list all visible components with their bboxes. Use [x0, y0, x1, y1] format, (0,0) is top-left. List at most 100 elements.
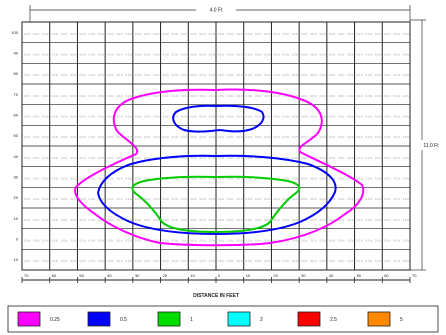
cell-value: 0.0 fc: [190, 94, 197, 98]
cell-value: 0.0 fc: [126, 218, 133, 222]
cell-value: 0.0 fc: [292, 218, 299, 222]
cell-value: 0.0 fc: [107, 197, 114, 201]
cell-value: 0.0 fc: [42, 52, 49, 56]
cell-value: 0.0 fc: [283, 52, 290, 56]
cell-value: 0.0 fc: [52, 114, 59, 118]
cell-value: 0.0 fc: [218, 156, 225, 160]
cell-value: 0.0 fc: [172, 259, 179, 263]
cell-value: 0.0 fc: [89, 156, 96, 160]
cell-value: 0.0 fc: [218, 259, 225, 263]
cell-value: 0.0 fc: [292, 52, 299, 56]
cell-value: 0.0 fc: [375, 94, 382, 98]
cell-value: 0.0 fc: [144, 259, 151, 263]
cell-value: 0.0 fc: [126, 176, 133, 180]
cell-value: 0.0 fc: [190, 218, 197, 222]
cell-value: 0.0 fc: [283, 73, 290, 77]
cell-value: 0.0 fc: [292, 135, 299, 139]
cell-value: 0.0 fc: [227, 32, 234, 36]
cell-value: 0.0 fc: [172, 94, 179, 98]
cell-value: 0.0 fc: [209, 32, 216, 36]
cell-value: 0.0 fc: [329, 238, 336, 242]
cell-value: 0.0 fc: [246, 156, 253, 160]
cell-value: 0.0 fc: [236, 32, 243, 36]
cell-value: 0.0 fc: [310, 259, 317, 263]
cell-value: 0.0 fc: [375, 156, 382, 160]
cell-value: 0.0 fc: [347, 114, 354, 118]
x-tick-label: 20: [273, 273, 278, 278]
cell-value: 0.0 fc: [89, 176, 96, 180]
cell-value: 0.0 fc: [98, 32, 105, 36]
cell-value: 0.0 fc: [163, 259, 170, 263]
cell-value: 0.0 fc: [403, 176, 410, 180]
cell-value: 0.0 fc: [172, 238, 179, 242]
cell-value: 0.0 fc: [236, 197, 243, 201]
cell-value: 0.0 fc: [33, 259, 40, 263]
cell-value: 0.0 fc: [403, 73, 410, 77]
cell-value: 0.0 fc: [181, 156, 188, 160]
cell-value: 0.0 fc: [70, 156, 77, 160]
cell-value: 0.0 fc: [153, 32, 160, 36]
cell-value: 0.0 fc: [181, 73, 188, 77]
cell-value: 0.0 fc: [329, 197, 336, 201]
cell-value: 0.0 fc: [61, 238, 68, 242]
cell-value: 0.0 fc: [172, 114, 179, 118]
legend-label: 0.25: [50, 317, 60, 323]
cell-value: 0.0 fc: [384, 259, 391, 263]
cell-value: 0.0 fc: [52, 32, 59, 36]
cell-value: 0.0 fc: [283, 32, 290, 36]
cell-value: 0.0 fc: [384, 114, 391, 118]
cell-value: 0.0 fc: [24, 238, 31, 242]
cell-value: 0.0 fc: [42, 156, 49, 160]
legend-swatch: [87, 311, 111, 327]
cell-value: 0.0 fc: [227, 156, 234, 160]
cell-value: 0.0 fc: [338, 52, 345, 56]
cell-value: 0.0 fc: [384, 238, 391, 242]
cell-value: 0.0 fc: [181, 32, 188, 36]
cell-value: 0.0 fc: [116, 238, 123, 242]
cell-value: 0.0 fc: [264, 73, 271, 77]
cell-value: 0.0 fc: [301, 156, 308, 160]
cell-value: 0.0 fc: [209, 238, 216, 242]
cell-value: 0.0 fc: [320, 32, 327, 36]
cell-value: 0.0 fc: [61, 32, 68, 36]
height-dimension-label: 11.0 Ft: [423, 143, 439, 149]
cell-value: 0.0 fc: [209, 94, 216, 98]
cell-value: 0.0 fc: [144, 197, 151, 201]
cell-value: 0.0 fc: [357, 73, 364, 77]
y-tick-label: 10: [14, 216, 19, 221]
cell-value: 0.0 fc: [320, 238, 327, 242]
cell-value: 0.0 fc: [236, 52, 243, 56]
cell-value: 0.0 fc: [33, 94, 40, 98]
cell-value: 0.0 fc: [218, 94, 225, 98]
cell-value: 0.0 fc: [107, 32, 114, 36]
cell-value: 0.0 fc: [33, 114, 40, 118]
cell-value: 0.0 fc: [292, 156, 299, 160]
x-tick-label: 60: [384, 273, 389, 278]
cell-value: 0.0 fc: [283, 135, 290, 139]
legend-swatch: [157, 311, 181, 327]
y-tick-label: 60: [14, 113, 19, 118]
cell-value: 0.0 fc: [70, 114, 77, 118]
cell-value: 0.0 fc: [163, 32, 170, 36]
cell-value: 0.0 fc: [403, 52, 410, 56]
cell-value: 0.0 fc: [236, 156, 243, 160]
cell-value: 0.0 fc: [246, 94, 253, 98]
cell-value: 0.0 fc: [144, 218, 151, 222]
cell-value: 0.0 fc: [347, 156, 354, 160]
cell-value: 0.0 fc: [126, 114, 133, 118]
legend-swatch: [227, 311, 251, 327]
cell-value: 0.0 fc: [394, 94, 401, 98]
cell-value: 0.0 fc: [255, 114, 262, 118]
cell-value: 0.0 fc: [70, 135, 77, 139]
cell-value: 0.0 fc: [116, 156, 123, 160]
x-tick-label: 30: [301, 273, 306, 278]
cell-value: 0.0 fc: [98, 94, 105, 98]
cell-value: 0.0 fc: [98, 176, 105, 180]
cell-value: 0.0 fc: [246, 73, 253, 77]
cell-value: 0.0 fc: [292, 197, 299, 201]
cell-value: 0.0 fc: [107, 135, 114, 139]
cell-value: 0.0 fc: [172, 156, 179, 160]
cell-value: 0.0 fc: [403, 197, 410, 201]
cell-value: 0.0 fc: [301, 176, 308, 180]
cell-value: 0.0 fc: [375, 259, 382, 263]
